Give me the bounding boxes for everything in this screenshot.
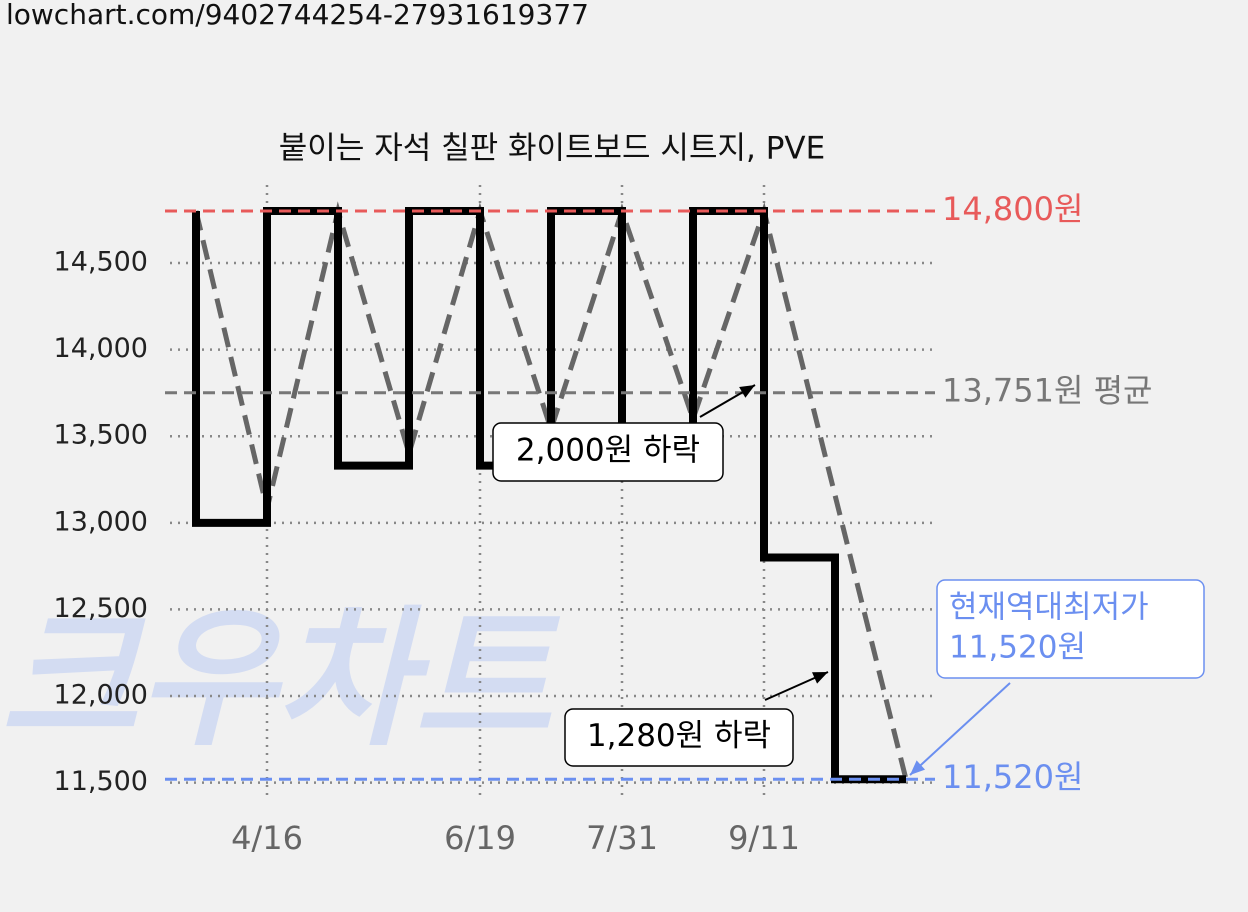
y-tick-label: 12,000 [54, 680, 148, 711]
annotation-box [492, 422, 724, 482]
y-tick-label: 12,500 [54, 593, 148, 624]
trend-line [193, 201, 909, 780]
url-header: lowchart.com/9402744254-27931619377 [6, 0, 589, 31]
reference-label: 13,751원 평균 [942, 372, 1152, 410]
y-tick-label: 13,000 [54, 506, 148, 537]
reference-label: 11,520원 [942, 758, 1083, 796]
x-tick-label: 7/31 [586, 819, 658, 857]
x-tick-label: 9/11 [728, 819, 800, 857]
annotation-text: 1,280원 하락 [587, 718, 771, 754]
annotation-box [936, 579, 1205, 679]
annotation-text: 2,000원 하락 [516, 433, 700, 469]
watermark: 크우차트 [0, 593, 561, 767]
annotation-arrowhead [812, 672, 828, 684]
annotation-arrowhead [739, 385, 755, 398]
annotation-text: 현재역대최저가 [949, 590, 1149, 626]
annotation-arrow [909, 682, 1011, 776]
reference-label: 14,800원 [942, 190, 1083, 228]
x-tick-label: 4/16 [231, 819, 303, 857]
annotation-text: 11,520원 [949, 630, 1086, 666]
y-tick-label: 11,500 [54, 766, 148, 797]
y-tick-label: 14,000 [54, 333, 148, 364]
x-tick-label: 6/19 [444, 819, 516, 857]
annotation-box [564, 708, 794, 767]
y-tick-label: 14,500 [54, 246, 148, 277]
chart-title: 붙이는 자석 칠판 화이트보드 시트지, PVE [279, 131, 825, 167]
y-tick-label: 13,500 [54, 420, 148, 451]
annotation-arrowhead [910, 760, 926, 775]
